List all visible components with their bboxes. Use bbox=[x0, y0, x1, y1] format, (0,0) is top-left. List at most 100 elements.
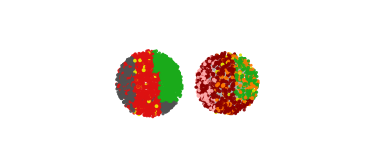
Point bbox=[231, 61, 237, 63]
Point bbox=[221, 60, 227, 62]
Point bbox=[167, 89, 173, 92]
Point bbox=[151, 91, 157, 93]
Point bbox=[136, 79, 142, 82]
Point bbox=[146, 57, 152, 59]
Point bbox=[247, 76, 253, 79]
Point bbox=[132, 68, 138, 71]
Point bbox=[217, 68, 223, 70]
Point bbox=[124, 95, 130, 97]
Point bbox=[220, 100, 226, 103]
Point bbox=[245, 82, 251, 85]
Point bbox=[152, 79, 158, 82]
Point bbox=[153, 79, 159, 81]
Point bbox=[167, 78, 173, 81]
Point bbox=[116, 79, 122, 82]
Point bbox=[220, 85, 226, 87]
Point bbox=[165, 70, 171, 73]
Point bbox=[131, 86, 137, 89]
Point bbox=[203, 71, 209, 74]
Point bbox=[121, 95, 127, 97]
Point bbox=[216, 55, 222, 58]
Point bbox=[246, 79, 252, 82]
Point bbox=[223, 83, 229, 86]
Point bbox=[233, 96, 239, 98]
Point bbox=[228, 107, 234, 110]
Point bbox=[126, 61, 132, 64]
Point bbox=[127, 93, 133, 96]
Point bbox=[129, 77, 135, 80]
Point bbox=[127, 97, 133, 100]
Point bbox=[204, 71, 210, 74]
Point bbox=[150, 55, 156, 57]
Point bbox=[199, 91, 205, 94]
Point bbox=[226, 103, 232, 105]
Point bbox=[238, 104, 244, 107]
Point bbox=[166, 107, 172, 110]
Point bbox=[204, 92, 210, 94]
Point bbox=[219, 90, 225, 93]
Point bbox=[203, 78, 209, 81]
Point bbox=[222, 71, 228, 74]
Point bbox=[131, 103, 137, 106]
Point bbox=[128, 106, 134, 108]
Point bbox=[249, 71, 255, 74]
Point bbox=[158, 85, 164, 88]
Point bbox=[237, 89, 243, 92]
Point bbox=[250, 78, 256, 81]
Point bbox=[164, 94, 170, 97]
Point bbox=[225, 76, 231, 79]
Point bbox=[163, 68, 169, 71]
Point bbox=[130, 94, 136, 96]
Point bbox=[122, 84, 128, 87]
Point bbox=[119, 69, 125, 71]
Point bbox=[208, 80, 215, 83]
Point bbox=[244, 77, 250, 80]
Point bbox=[141, 79, 147, 81]
Point bbox=[176, 84, 182, 87]
Point bbox=[212, 106, 218, 109]
Point bbox=[219, 69, 225, 71]
Point bbox=[222, 93, 228, 95]
Point bbox=[210, 74, 216, 77]
Point bbox=[221, 77, 227, 80]
Point bbox=[241, 106, 247, 108]
Point bbox=[232, 59, 238, 61]
Point bbox=[196, 79, 202, 81]
Point bbox=[156, 93, 162, 96]
Point bbox=[248, 71, 254, 74]
Point bbox=[150, 111, 156, 114]
Point bbox=[167, 102, 173, 105]
Point bbox=[210, 61, 216, 64]
Point bbox=[246, 79, 252, 81]
Point bbox=[135, 75, 141, 78]
Point bbox=[156, 100, 162, 102]
Point bbox=[136, 104, 142, 107]
Point bbox=[242, 72, 248, 74]
Point bbox=[230, 72, 236, 75]
Point bbox=[215, 81, 221, 84]
Point bbox=[247, 102, 253, 105]
Point bbox=[149, 57, 155, 59]
Point bbox=[146, 114, 152, 117]
Point bbox=[213, 59, 219, 62]
Point bbox=[135, 59, 141, 62]
Point bbox=[160, 65, 166, 68]
Point bbox=[224, 89, 230, 92]
Point bbox=[155, 55, 161, 57]
Point bbox=[139, 83, 145, 86]
Point bbox=[227, 94, 233, 96]
Point bbox=[237, 65, 243, 67]
Point bbox=[219, 109, 225, 112]
Point bbox=[166, 104, 172, 107]
Point bbox=[210, 72, 216, 75]
Point bbox=[202, 77, 208, 80]
Point bbox=[246, 92, 252, 95]
Point bbox=[125, 99, 131, 101]
Point bbox=[219, 79, 225, 82]
Point bbox=[164, 66, 170, 69]
Point bbox=[245, 93, 251, 96]
Point bbox=[127, 70, 133, 73]
Point bbox=[124, 93, 130, 96]
Point bbox=[130, 99, 136, 101]
Point bbox=[210, 88, 216, 91]
